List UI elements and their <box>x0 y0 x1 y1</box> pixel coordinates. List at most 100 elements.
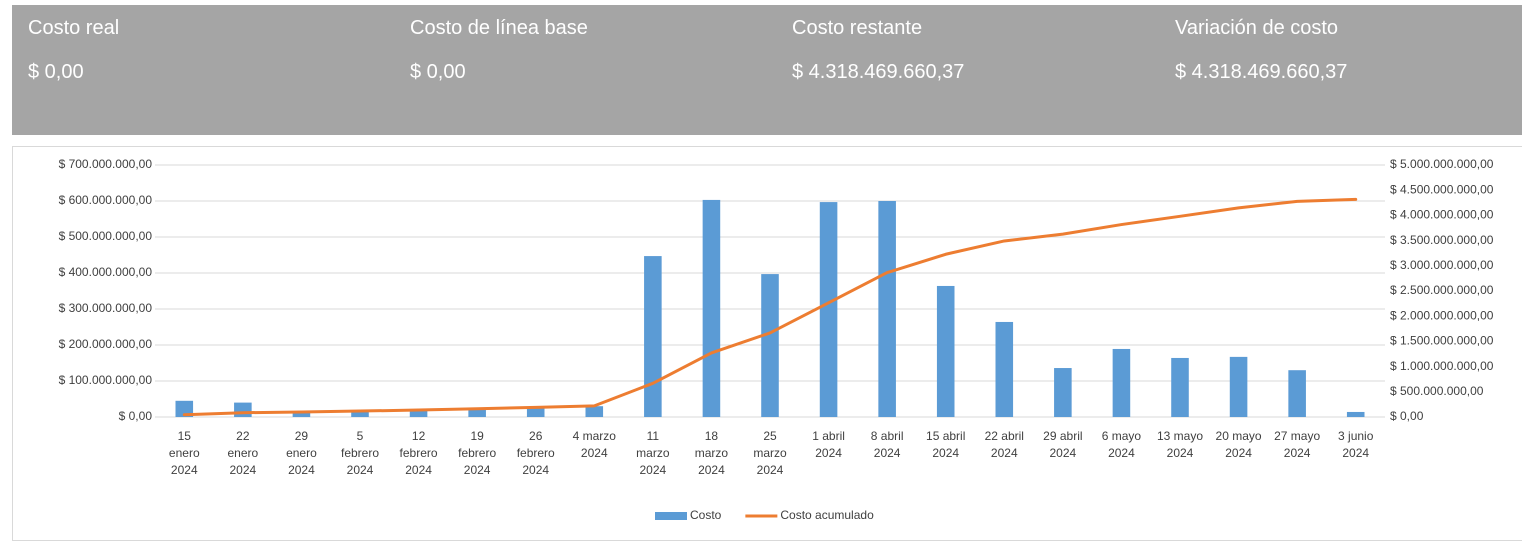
kpi-value: $ 0,00 <box>28 61 84 83</box>
x-tick-line: 2024 <box>698 463 725 477</box>
y2-tick-label: $ 3.000.000.000,00 <box>1390 258 1494 272</box>
bar <box>644 256 662 417</box>
bar <box>995 321 1014 417</box>
y-tick-label: $ 500.000.000,00 <box>59 229 153 243</box>
kpi-header: Costo real $ 0,00 Costo de línea base $ 0,… <box>12 5 1522 135</box>
x-tick-line: 2024 <box>874 446 901 460</box>
kpi-label: Costo de línea base <box>410 17 588 39</box>
bar <box>292 411 311 417</box>
x-tick-label: 1 abril 2024 <box>812 429 845 460</box>
x-tick-line: febrero <box>517 446 555 460</box>
x-tick-line: 2024 <box>991 446 1018 460</box>
y2-tick-label: $ 5.000.000.000,00 <box>1390 157 1494 171</box>
bar <box>878 201 896 417</box>
x-tick-line: 19 <box>470 429 484 443</box>
x-tick-line: 22 abril <box>985 429 1024 443</box>
kpi-label: Costo real <box>28 17 120 39</box>
x-tick-label: 20 mayo 2024 <box>1216 429 1262 460</box>
y-tick-label: $ 100.000.000,00 <box>59 373 153 387</box>
x-tick-line: 2024 <box>288 463 315 477</box>
bar <box>1112 348 1131 417</box>
x-tick-label: 25 marzo 2024 <box>753 429 787 477</box>
x-tick-line: 2024 <box>932 446 959 460</box>
x-tick-line: 2024 <box>1050 446 1077 460</box>
y-tick-label: $ 200.000.000,00 <box>59 337 153 351</box>
x-tick-line: marzo <box>753 446 787 460</box>
bar <box>585 406 604 417</box>
x-tick-label: 3 junio 2024 <box>1338 429 1374 460</box>
kpi-label: Variación de costo <box>1175 17 1339 39</box>
bar <box>351 410 369 417</box>
x-tick-line: 20 mayo <box>1216 429 1262 443</box>
line <box>182 197 1358 417</box>
x-tick-label: 15 enero 2024 <box>169 429 200 477</box>
bar <box>1229 356 1248 417</box>
x-tick-label: 19 febrero 2024 <box>458 429 496 477</box>
x-tick-line: 15 <box>178 429 192 443</box>
x-tick-line: 18 <box>705 429 719 443</box>
bar <box>1288 370 1306 417</box>
x-tick-line: 2024 <box>815 446 842 460</box>
x-tick-line: 26 <box>529 429 543 443</box>
x-tick-label: 27 mayo 2024 <box>1274 429 1320 460</box>
x-tick-label: 4 marzo 2024 <box>573 429 617 460</box>
x-tick-line: 6 mayo <box>1102 429 1142 443</box>
y2-tick-label: $ 0,00 <box>1390 409 1424 423</box>
bar <box>409 409 428 417</box>
x-tick-line: 4 marzo <box>573 429 617 443</box>
x-tick-line: 12 <box>412 429 426 443</box>
y2-tick-label: $ 3.500.000.000,00 <box>1390 233 1494 247</box>
x-tick-line: 2024 <box>522 463 549 477</box>
x-tick-line: 8 abril <box>871 429 904 443</box>
bar <box>234 402 252 417</box>
kpi-label: Costo restante <box>792 17 923 39</box>
x-tick-label: 22 abril 2024 <box>985 429 1024 460</box>
x-tick-line: 11 <box>647 429 660 443</box>
x-tick-line: 2024 <box>1342 446 1369 460</box>
x-tick-line: 2024 <box>1284 446 1311 460</box>
x-tick-line: marzo <box>695 446 729 460</box>
x-tick-line: 2024 <box>1167 446 1194 460</box>
y-tick-label: $ 600.000.000,00 <box>59 193 153 207</box>
bar <box>468 408 486 417</box>
bar <box>1346 411 1365 417</box>
x-tick-label: 6 mayo 2024 <box>1102 429 1142 460</box>
x-tick-label: 13 mayo 2024 <box>1157 429 1203 460</box>
x-tick-line: 2024 <box>1225 446 1252 460</box>
x-tick-line: 2024 <box>230 463 257 477</box>
x-tick-line: 2024 <box>640 463 667 477</box>
bar <box>702 199 721 417</box>
bar <box>1054 368 1072 417</box>
x-tick-label: 26 febrero 2024 <box>517 429 555 477</box>
x-tick-line: febrero <box>400 446 438 460</box>
y2-tick-label: $ 1.500.000.000,00 <box>1390 334 1494 348</box>
y2-tick-label: $ 4.500.000.000,00 <box>1390 182 1494 196</box>
x-tick-line: 29 <box>295 429 309 443</box>
bar <box>175 400 194 417</box>
x-tick-line: 2024 <box>757 463 784 477</box>
y2-tick-label: $ 2.000.000.000,00 <box>1390 308 1494 322</box>
legend-label: Costo acumulado <box>780 508 874 522</box>
x-tick-label: 11 marzo 2024 <box>636 429 670 477</box>
kpi-value: $ 4.318.469.660,37 <box>1175 61 1348 83</box>
x-tick-line: enero <box>286 446 317 460</box>
x-tick-line: 29 abril <box>1043 429 1082 443</box>
x-tick-label: 5 febrero 2024 <box>341 429 379 477</box>
x-tick-label: 29 abril 2024 <box>1043 429 1082 460</box>
x-tick-line: enero <box>169 446 200 460</box>
x-tick-label: 8 abril 2024 <box>871 429 904 460</box>
x-tick-line: 2024 <box>347 463 374 477</box>
x-tick-label: 12 febrero 2024 <box>400 429 438 477</box>
x-tick-line: marzo <box>636 446 670 460</box>
x-tick-line: 1 abril <box>812 429 845 443</box>
x-tick-line: 25 <box>763 429 777 443</box>
bar <box>819 202 838 417</box>
bar <box>936 285 955 417</box>
y2-tick-label: $ 4.000.000.000,00 <box>1390 208 1494 222</box>
chart-frame <box>12 146 1522 541</box>
bar <box>526 406 545 417</box>
x-tick-line: 2024 <box>581 446 608 460</box>
x-tick-line: 2024 <box>1108 446 1135 460</box>
x-tick-line: febrero <box>458 446 496 460</box>
